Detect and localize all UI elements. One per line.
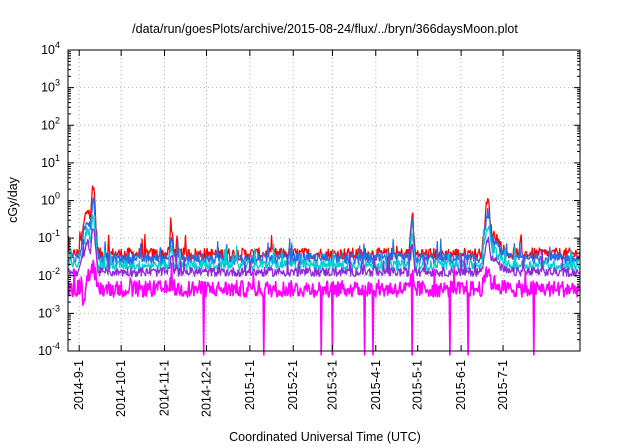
x-tick-label: 2015-1-1 xyxy=(243,360,257,410)
series-layer xyxy=(67,185,581,356)
axis-layer: 10-4 10-3 10-2 10-1 100 101 102 103 104 2014-9-1 2… xyxy=(38,40,580,417)
y-tick-label: 10-2 xyxy=(38,266,60,283)
x-tick-label: 2014-9-1 xyxy=(72,360,86,410)
y-axis-label: cGy/day xyxy=(6,176,20,223)
series-cyan xyxy=(67,214,581,271)
y-tick-label: 10-3 xyxy=(38,303,60,320)
x-tick-label: 2015-7-1 xyxy=(496,360,510,410)
x-tick-label: 2014-10-1 xyxy=(114,360,128,417)
y-tick-label: 100 xyxy=(41,191,60,208)
x-tick-label: 2015-4-1 xyxy=(369,360,383,410)
x-axis-label: Coordinated Universal Time (UTC) xyxy=(229,430,421,444)
x-tick-label: 2015-3-1 xyxy=(325,360,339,410)
grid-layer xyxy=(68,50,580,351)
y-tick-label: 103 xyxy=(41,78,60,95)
series-line-magenta xyxy=(67,259,581,356)
x-tick-label: 2015-6-1 xyxy=(454,360,468,410)
series-line-purple xyxy=(67,228,581,278)
y-tick-label: 10-1 xyxy=(38,228,60,245)
y-tick-label: 101 xyxy=(41,153,60,170)
series-purple xyxy=(67,228,581,278)
x-tick-label: 2015-5-1 xyxy=(411,360,425,410)
y-tick-label: 10-4 xyxy=(38,341,60,358)
x-tick-label: 2014-11-1 xyxy=(158,360,172,416)
series-magenta xyxy=(67,259,581,356)
series-line-cyan xyxy=(67,214,581,271)
y-tick-label: 102 xyxy=(41,115,60,132)
series-line-blue xyxy=(67,196,581,266)
x-tick-label: 2015-2-1 xyxy=(286,360,300,410)
x-tick-label: 2014-12-1 xyxy=(199,360,213,417)
y-tick-label: 104 xyxy=(41,40,60,57)
series-blue xyxy=(67,196,581,266)
chart-title: /data/run/goesPlots/archive/2015-08-24/f… xyxy=(132,22,518,36)
